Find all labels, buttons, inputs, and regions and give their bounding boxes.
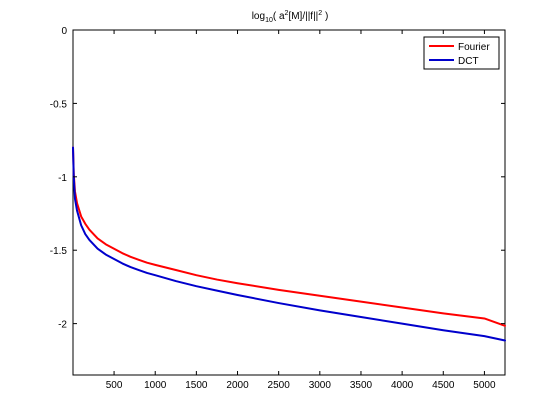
chart-title: log10( a2[M]/||f||2 ) bbox=[252, 10, 329, 24]
title-superscript: 2 bbox=[285, 10, 289, 17]
y-tick-label: -1 bbox=[58, 173, 67, 184]
legend-box bbox=[423, 36, 500, 70]
legend-label-fourier: Fourier bbox=[458, 42, 490, 53]
y-tick-label: -0.5 bbox=[50, 99, 68, 110]
x-tick-label: 5000 bbox=[473, 380, 496, 391]
y-tick-label: -2 bbox=[58, 320, 67, 331]
plot-area: 500 1000 1500 2000 2500 3000 3500 4000 4500 5000 0… bbox=[50, 26, 506, 391]
title-suffix: [M]/||f|| bbox=[288, 11, 318, 22]
title-end: ) bbox=[322, 11, 328, 22]
y-tick-label: -1.5 bbox=[50, 246, 68, 257]
x-tick-label: 4500 bbox=[432, 380, 455, 391]
title-prefix: log bbox=[252, 11, 265, 22]
x-tick-label: 500 bbox=[106, 380, 123, 391]
legend-label-dct: DCT bbox=[458, 56, 479, 67]
x-tick-label: 4000 bbox=[391, 380, 414, 391]
series-line-dct bbox=[72, 146, 506, 342]
x-tick-label: 2000 bbox=[226, 380, 249, 391]
y-tick-label: 0 bbox=[61, 26, 67, 37]
series-line-fourier bbox=[72, 146, 506, 327]
title-middle: ( a bbox=[273, 11, 285, 22]
x-tick-label: 3500 bbox=[350, 380, 373, 391]
title-subscript: 10 bbox=[265, 17, 273, 24]
series-layer bbox=[72, 146, 506, 342]
x-tick-label: 2500 bbox=[268, 380, 291, 391]
x-tick-label: 3000 bbox=[309, 380, 332, 391]
tick-layer: 500 1000 1500 2000 2500 3000 3500 4000 4500 5000 0… bbox=[50, 26, 505, 391]
legend: Fourier DCT bbox=[423, 36, 500, 70]
x-tick-label: 1000 bbox=[144, 380, 167, 391]
axes-box bbox=[72, 29, 506, 376]
x-tick-label: 1500 bbox=[185, 380, 208, 391]
title-superscript-2: 2 bbox=[318, 10, 322, 17]
